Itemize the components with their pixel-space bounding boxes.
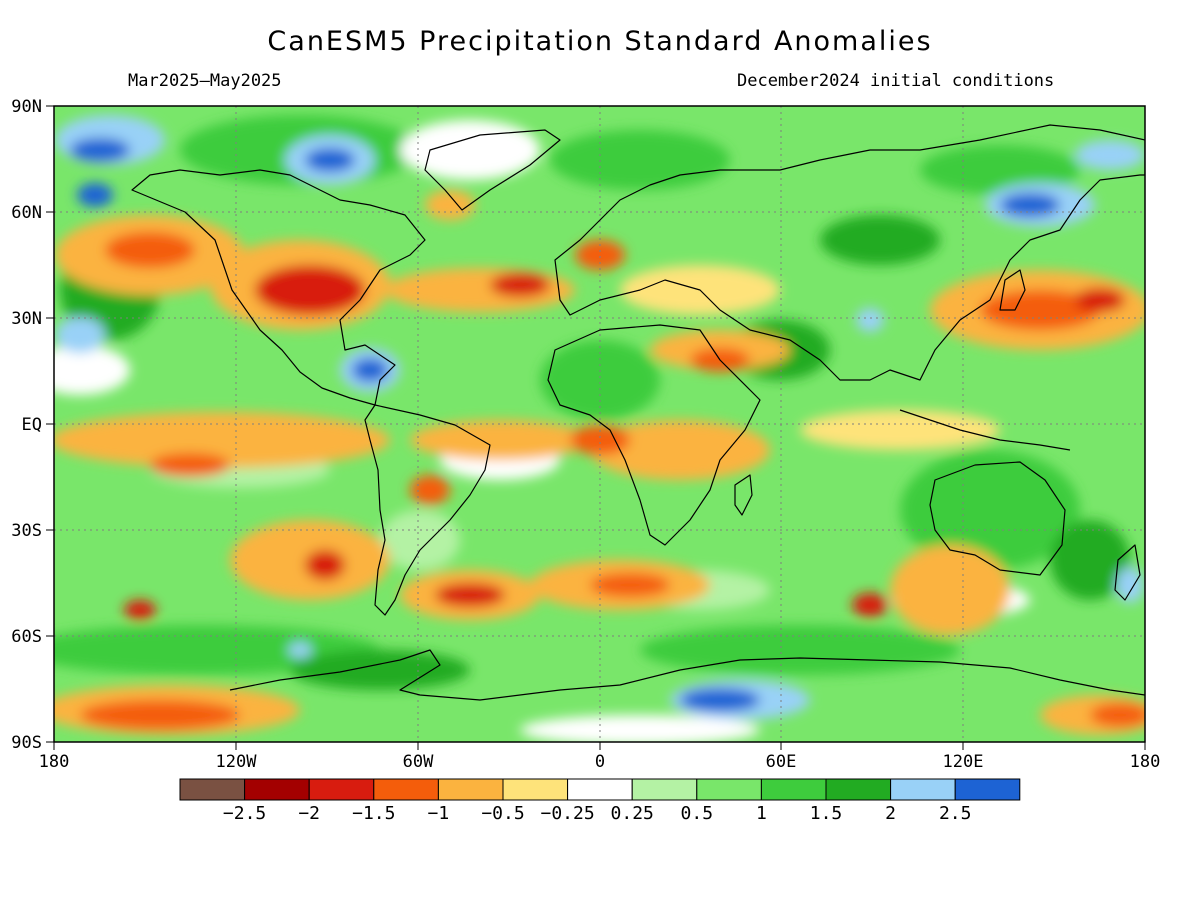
longitude-labels: 180 120W 60W 0 60E 120E 180 xyxy=(39,752,1161,772)
colorbar-label: −0.5 xyxy=(481,803,524,824)
japan-coast xyxy=(999,269,1026,311)
colorbar-label: 2.5 xyxy=(939,803,972,824)
colorbar-swatch xyxy=(308,778,375,801)
colorbar-swatch xyxy=(825,778,892,801)
lat-label: 90S xyxy=(11,733,42,753)
colorbar-swatch xyxy=(244,778,310,801)
lon-label: 0 xyxy=(595,752,605,772)
colorbar-label: 1.5 xyxy=(810,803,843,824)
lat-label: 30S xyxy=(11,521,42,541)
colorbar-label: 2 xyxy=(885,803,896,824)
colorbar-swatch xyxy=(954,778,1021,801)
lon-label: 180 xyxy=(39,752,70,772)
colorbar-label: −2 xyxy=(298,803,320,824)
colorbar-label: −2.5 xyxy=(223,803,266,824)
initial-conditions-label: December2024 initial conditions xyxy=(737,71,1055,91)
africa-coast xyxy=(547,324,761,546)
graticule xyxy=(54,106,1145,742)
colorbar-swatch xyxy=(760,778,827,801)
colorbar-label: −1.5 xyxy=(352,803,395,824)
lon-label: 120E xyxy=(943,752,984,772)
colorbar-label: 0.5 xyxy=(681,803,714,824)
colorbar-label: −1 xyxy=(428,803,450,824)
australia-coast xyxy=(929,461,1066,576)
colorbar-swatch xyxy=(179,778,246,801)
new-zealand-coast xyxy=(1114,544,1141,601)
greenland-coast xyxy=(424,129,561,211)
colorbar-label: 0.25 xyxy=(611,803,654,824)
colorbar-swatch xyxy=(373,778,439,801)
colorbar-swatch xyxy=(890,778,956,801)
colorbar-swatch xyxy=(631,778,698,801)
south-america-coast xyxy=(364,404,491,616)
north-america-coast xyxy=(131,169,426,406)
anomaly-patches xyxy=(54,115,1145,742)
colorbar-swatch xyxy=(437,778,504,801)
season-label: Mar2025–May2025 xyxy=(128,71,282,91)
map-title: CanESM5 Precipitation Standard Anomalies xyxy=(267,26,933,57)
coastlines xyxy=(131,124,1145,701)
antarctica-coast xyxy=(229,649,1145,701)
anomaly-field xyxy=(54,106,1145,742)
madagascar-coast xyxy=(734,474,753,516)
latitude-labels: 90N 60N 30N EQ 30S 60S 90S xyxy=(11,97,42,753)
colorbar-swatch xyxy=(502,778,569,801)
lat-label: EQ xyxy=(22,415,42,435)
colorbar-swatch xyxy=(696,778,762,801)
lat-label: 60N xyxy=(11,203,42,223)
indonesia-coast xyxy=(899,409,1071,451)
colorbar-label: −0.25 xyxy=(541,803,595,824)
lon-label: 60W xyxy=(403,752,434,772)
axis-ticks xyxy=(46,105,1146,750)
colorbar: −2.5 −2 −1.5 −1 −0.5 −0.25 0.25 0.5 1 1.5 2 2.5 xyxy=(179,778,1021,824)
lat-label: 30N xyxy=(11,309,42,329)
lon-label: 180 xyxy=(1130,752,1161,772)
lon-label: 120W xyxy=(216,752,258,772)
colorbar-swatch xyxy=(567,778,633,801)
colorbar-label: 1 xyxy=(756,803,767,824)
lat-label: 60S xyxy=(11,627,42,647)
lon-label: 60E xyxy=(766,752,797,772)
lat-label: 90N xyxy=(11,97,42,117)
eurasia-coast xyxy=(554,124,1145,381)
